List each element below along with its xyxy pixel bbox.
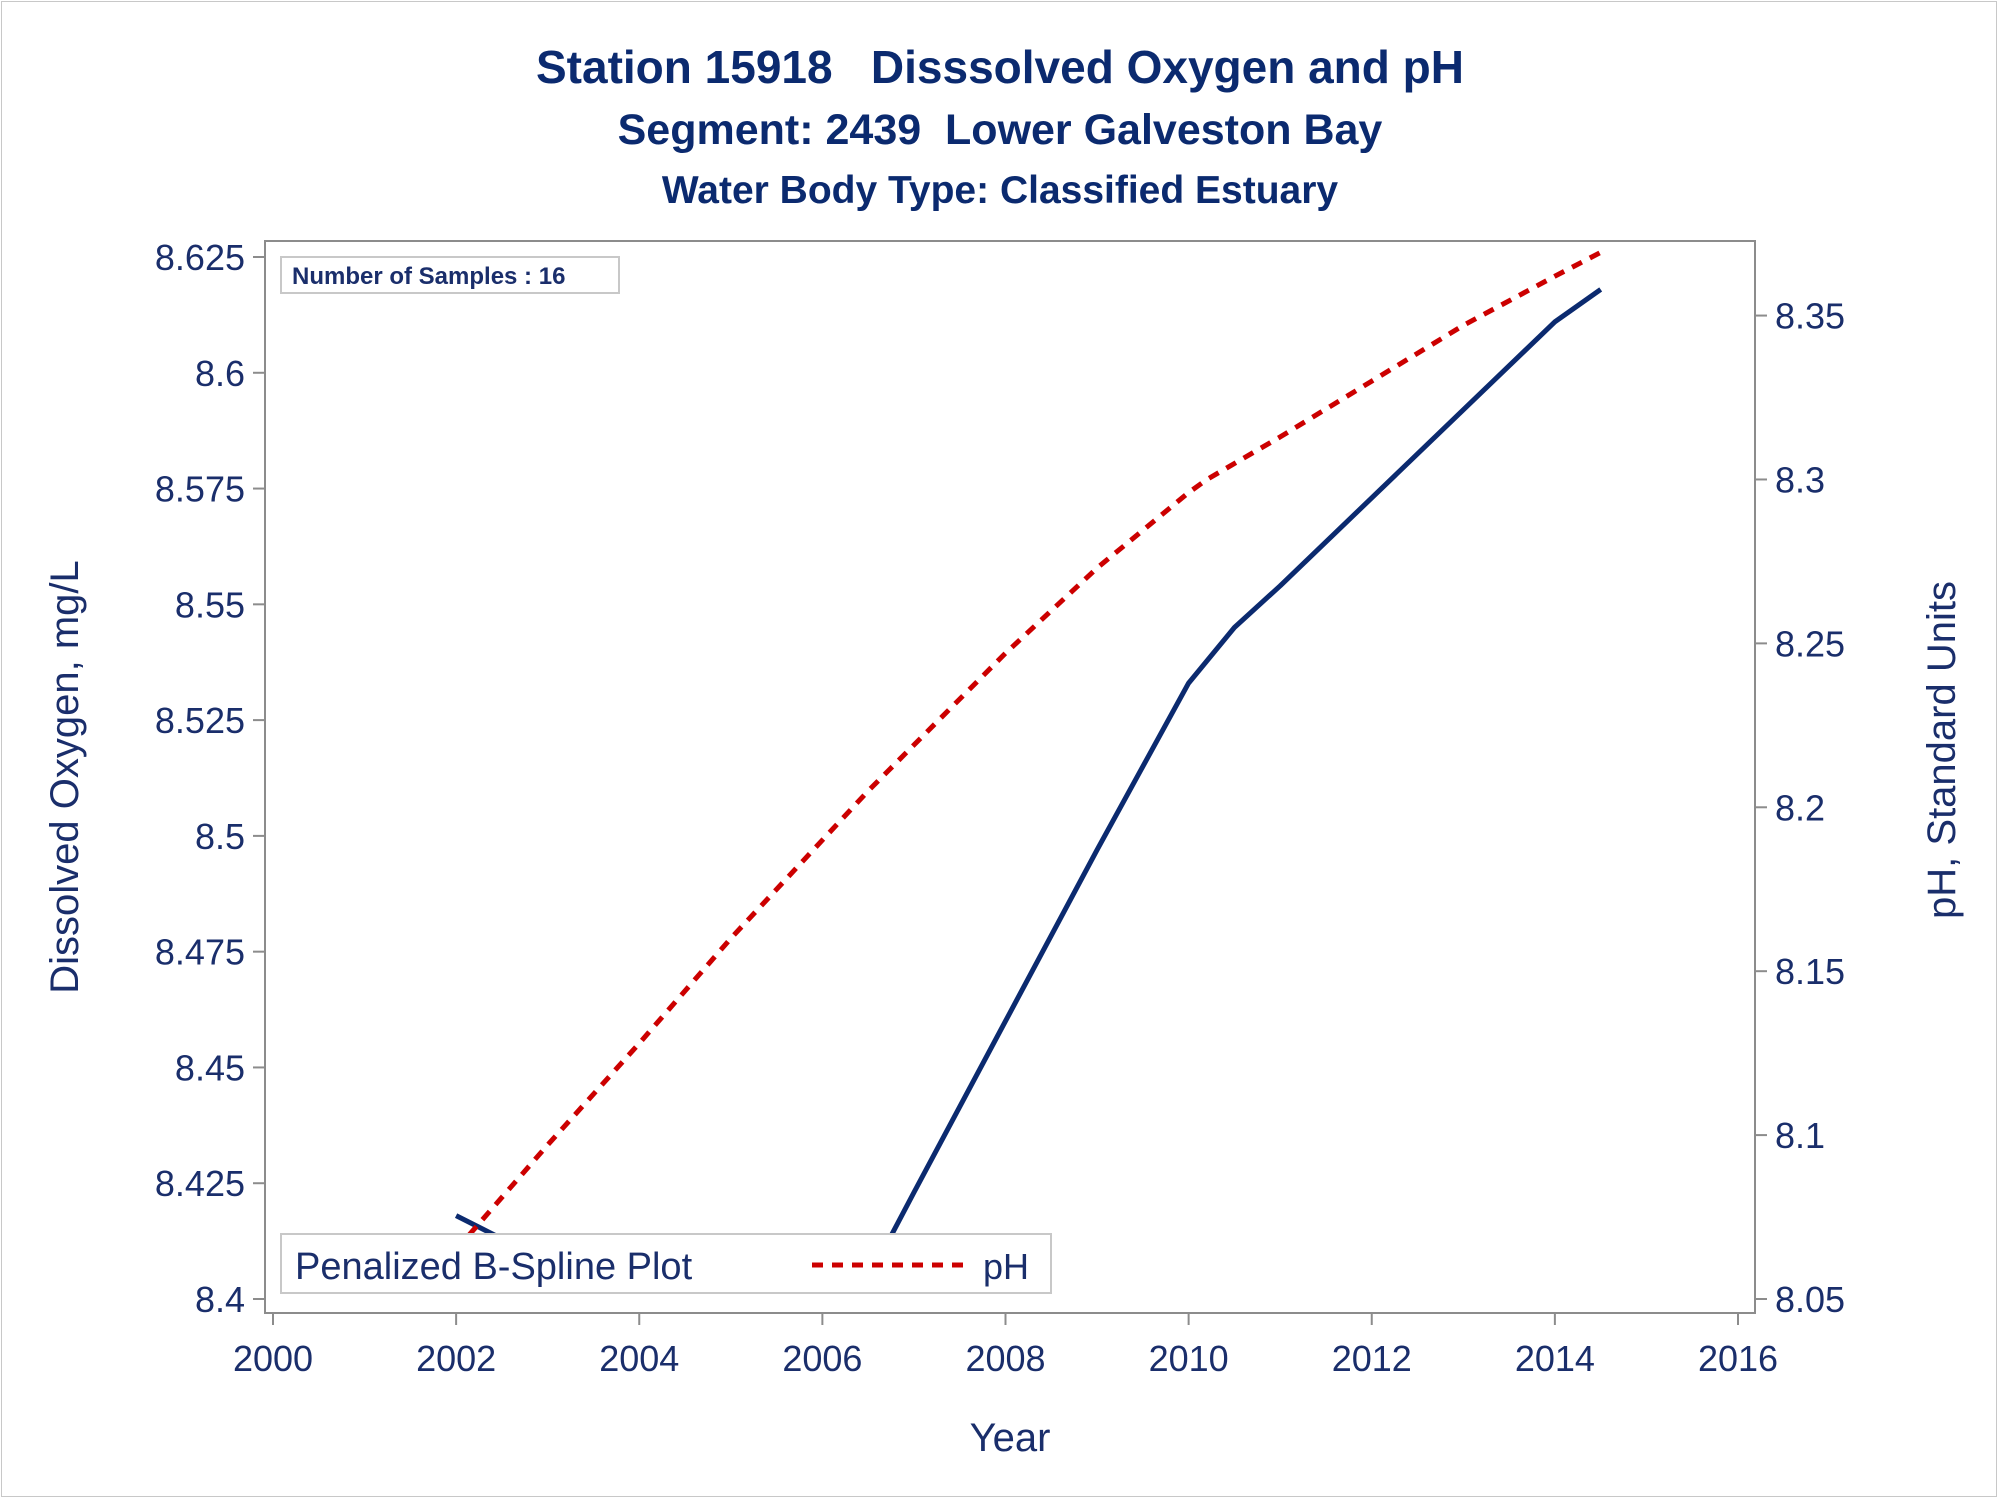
x-tick-label: 2002 <box>416 1338 496 1379</box>
legend: Penalized B-Spline Plot pH <box>280 1233 1052 1294</box>
y2-tick-label: 8.1 <box>1775 1115 1825 1156</box>
x-tick-label: 2004 <box>599 1338 679 1379</box>
series-line-bspline <box>454 287 1603 1270</box>
y2-tick-label: 8.05 <box>1775 1279 1845 1320</box>
x-tick-label: 2006 <box>782 1338 862 1379</box>
y2-tick-label: 8.15 <box>1775 951 1845 992</box>
plot-area <box>264 240 1756 1314</box>
y-tick-label: 8.475 <box>155 932 245 973</box>
y2-tick-label: 8.3 <box>1775 459 1825 500</box>
x-tick-label: 2012 <box>1332 1338 1412 1379</box>
y2-tick-label: 8.25 <box>1775 623 1845 664</box>
x-tick-label: 2010 <box>1149 1338 1229 1379</box>
x-tick-label: 2016 <box>1698 1338 1778 1379</box>
x-axis-label: Year <box>970 1416 1051 1460</box>
chart-subtitle-2: Water Body Type: Classified Estuary <box>661 169 1339 212</box>
y-tick-label: 8.55 <box>175 584 245 625</box>
y-axis-label: Dissolved Oxygen, mg/L <box>43 560 87 994</box>
y-tick-label: 8.5 <box>195 816 245 857</box>
y2-tick-label: 8.2 <box>1775 787 1825 828</box>
legend-label-ph: pH <box>983 1246 1029 1287</box>
inset-text: Number of Samples : 16 <box>292 263 565 290</box>
y-tick-label: 8.4 <box>195 1279 245 1320</box>
x-tick-label: 2000 <box>233 1338 313 1379</box>
y2-axis-label: pH, Standard Units <box>1920 581 1964 919</box>
x-tick-label: 2008 <box>965 1338 1045 1379</box>
series-line-ph <box>454 247 1607 1252</box>
y-tick-label: 8.425 <box>155 1163 245 1204</box>
chart-subtitle: Segment: 2439 Lower Galveston Bay <box>617 106 1383 154</box>
x-tick-label: 2014 <box>1515 1338 1595 1379</box>
series-layer <box>454 247 1607 1270</box>
y-tick-label: 8.6 <box>195 353 245 394</box>
inset-box <box>280 256 620 294</box>
y-tick-label: 8.625 <box>155 237 245 278</box>
chart-title: Station 15918 Disssolved Oxygen and pH <box>536 41 1464 93</box>
y-tick-label: 8.45 <box>175 1047 245 1088</box>
y2-tick-label: 8.35 <box>1775 296 1845 337</box>
axes-layer: 2000 2002 2004 2006 2008 2010 2012 2014 2016 8.4 8… <box>155 237 1845 1379</box>
y-tick-label: 8.575 <box>155 469 245 510</box>
legend-label-bspline: Penalized B-Spline Plot <box>295 1246 693 1288</box>
y-tick-label: 8.525 <box>155 700 245 741</box>
